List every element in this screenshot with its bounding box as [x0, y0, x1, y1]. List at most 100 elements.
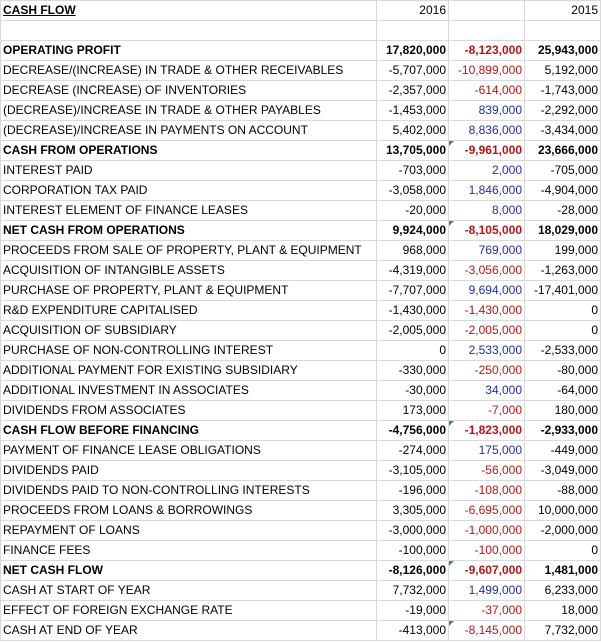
value-2015-cell[interactable]: 0: [524, 300, 601, 321]
row-label-cell[interactable]: OPERATING PROFIT: [0, 40, 377, 61]
difference-cell[interactable]: 1,499,000: [448, 580, 525, 601]
value-2015-cell[interactable]: -4,904,000: [524, 180, 601, 201]
row-label-cell[interactable]: PROCEEDS FROM SALE OF PROPERTY, PLANT & …: [0, 240, 377, 261]
row-label-cell[interactable]: PURCHASE OF PROPERTY, PLANT & EQUIPMENT: [0, 280, 377, 301]
row-label-cell[interactable]: ACQUISITION OF SUBSIDIARY: [0, 320, 377, 341]
value-2015-cell[interactable]: 23,666,000: [524, 140, 601, 161]
row-label-cell[interactable]: CASH FLOW BEFORE FINANCING: [0, 420, 377, 441]
difference-cell[interactable]: 2,000: [448, 160, 525, 181]
value-2015-cell[interactable]: 6,233,000: [524, 580, 601, 601]
value-2015-cell[interactable]: -3,049,000: [524, 460, 601, 481]
value-2016-cell[interactable]: -7,707,000: [376, 280, 449, 301]
diff-header-cell[interactable]: [448, 0, 525, 21]
difference-cell[interactable]: 839,000: [448, 100, 525, 121]
value-2016-cell[interactable]: -3,000,000: [376, 520, 449, 541]
value-2015-cell[interactable]: -88,000: [524, 480, 601, 501]
difference-cell[interactable]: -1,000,000: [448, 520, 525, 541]
value-2016-cell[interactable]: -1,453,000: [376, 100, 449, 121]
difference-cell[interactable]: -10,899,000: [448, 60, 525, 81]
row-label-cell[interactable]: ADDITIONAL INVESTMENT IN ASSOCIATES: [0, 380, 377, 401]
value-2016-cell[interactable]: -2,005,000: [376, 320, 449, 341]
value-2016-cell[interactable]: 5,402,000: [376, 120, 449, 141]
value-2015-cell[interactable]: -28,000: [524, 200, 601, 221]
value-2015-cell[interactable]: 180,000: [524, 400, 601, 421]
row-label-cell[interactable]: NET CASH FROM OPERATIONS: [0, 220, 377, 241]
difference-cell[interactable]: -100,000: [448, 540, 525, 561]
row-label-cell[interactable]: DECREASE/(INCREASE) IN TRADE & OTHER REC…: [0, 60, 377, 81]
difference-cell[interactable]: -3,056,000: [448, 260, 525, 281]
value-2015-cell[interactable]: -1,263,000: [524, 260, 601, 281]
row-label-cell[interactable]: CORPORATION TAX PAID: [0, 180, 377, 201]
difference-cell[interactable]: -37,000: [448, 600, 525, 621]
row-label-cell[interactable]: DIVIDENDS PAID TO NON-CONTROLLING INTERE…: [0, 480, 377, 501]
value-2015-cell[interactable]: -2,533,000: [524, 340, 601, 361]
row-label-cell[interactable]: PURCHASE OF NON-CONTROLLING INTEREST: [0, 340, 377, 361]
difference-cell[interactable]: -1,430,000: [448, 300, 525, 321]
row-label-cell[interactable]: ADDITIONAL PAYMENT FOR EXISTING SUBSIDIA…: [0, 360, 377, 381]
value-2016-cell[interactable]: 9,924,000: [376, 220, 449, 241]
value-2015-cell[interactable]: -705,000: [524, 160, 601, 181]
difference-cell[interactable]: -8,123,000: [448, 40, 525, 61]
row-label-cell[interactable]: REPAYMENT OF LOANS: [0, 520, 377, 541]
row-label-cell[interactable]: EFFECT OF FOREIGN EXCHANGE RATE: [0, 600, 377, 621]
row-label-cell[interactable]: CASH AT START OF YEAR: [0, 580, 377, 601]
value-2016-cell[interactable]: 3,305,000: [376, 500, 449, 521]
row-label-cell[interactable]: R&D EXPENDITURE CAPITALISED: [0, 300, 377, 321]
row-label-cell[interactable]: ACQUISITION OF INTANGIBLE ASSETS: [0, 260, 377, 281]
value-2015-cell[interactable]: 7,732,000: [524, 620, 601, 641]
value-2015-cell[interactable]: -449,000: [524, 440, 601, 461]
value-2015-cell[interactable]: -2,933,000: [524, 420, 601, 441]
difference-cell[interactable]: -614,000: [448, 80, 525, 101]
value-2016-cell[interactable]: -703,000: [376, 160, 449, 181]
value-2016-cell[interactable]: 17,820,000: [376, 40, 449, 61]
difference-cell[interactable]: -9,961,000: [448, 140, 525, 161]
blank-cell[interactable]: [448, 20, 525, 41]
difference-cell[interactable]: 1,846,000: [448, 180, 525, 201]
difference-cell[interactable]: -8,145,000: [448, 620, 525, 641]
value-2015-cell[interactable]: -2,292,000: [524, 100, 601, 121]
value-2016-cell[interactable]: -330,000: [376, 360, 449, 381]
value-2015-cell[interactable]: 199,000: [524, 240, 601, 261]
blank-cell[interactable]: [376, 20, 449, 41]
value-2016-cell[interactable]: -19,000: [376, 600, 449, 621]
value-2015-cell[interactable]: -64,000: [524, 380, 601, 401]
value-2015-cell[interactable]: 1,481,000: [524, 560, 601, 581]
difference-cell[interactable]: 2,533,000: [448, 340, 525, 361]
value-2016-cell[interactable]: -20,000: [376, 200, 449, 221]
difference-cell[interactable]: 8,000: [448, 200, 525, 221]
value-2015-cell[interactable]: 5,192,000: [524, 60, 601, 81]
value-2015-cell[interactable]: -80,000: [524, 360, 601, 381]
value-2015-cell[interactable]: 0: [524, 540, 601, 561]
value-2016-cell[interactable]: 0: [376, 340, 449, 361]
value-2015-cell[interactable]: 18,000: [524, 600, 601, 621]
value-2016-cell[interactable]: -4,319,000: [376, 260, 449, 281]
value-2016-cell[interactable]: -413,000: [376, 620, 449, 641]
value-2016-cell[interactable]: 173,000: [376, 400, 449, 421]
value-2015-cell[interactable]: -17,401,000: [524, 280, 601, 301]
difference-cell[interactable]: -7,000: [448, 400, 525, 421]
difference-cell[interactable]: -1,823,000: [448, 420, 525, 441]
value-2015-cell[interactable]: -2,000,000: [524, 520, 601, 541]
difference-cell[interactable]: -250,000: [448, 360, 525, 381]
row-label-cell[interactable]: DIVIDENDS PAID: [0, 460, 377, 481]
sheet-title[interactable]: CASH FLOW: [0, 0, 377, 21]
year-2016-header[interactable]: 2016: [376, 0, 449, 21]
row-label-cell[interactable]: PROCEEDS FROM LOANS & BORROWINGS: [0, 500, 377, 521]
value-2016-cell[interactable]: 968,000: [376, 240, 449, 261]
difference-cell[interactable]: 34,000: [448, 380, 525, 401]
row-label-cell[interactable]: FINANCE FEES: [0, 540, 377, 561]
difference-cell[interactable]: -2,005,000: [448, 320, 525, 341]
value-2015-cell[interactable]: 25,943,000: [524, 40, 601, 61]
row-label-cell[interactable]: DECREASE (INCREASE) OF INVENTORIES: [0, 80, 377, 101]
value-2016-cell[interactable]: -4,756,000: [376, 420, 449, 441]
value-2016-cell[interactable]: -30,000: [376, 380, 449, 401]
row-label-cell[interactable]: (DECREASE)/INCREASE IN PAYMENTS ON ACCOU…: [0, 120, 377, 141]
difference-cell[interactable]: 9,694,000: [448, 280, 525, 301]
value-2016-cell[interactable]: -1,430,000: [376, 300, 449, 321]
row-label-cell[interactable]: CASH FROM OPERATIONS: [0, 140, 377, 161]
value-2016-cell[interactable]: -3,105,000: [376, 460, 449, 481]
value-2016-cell[interactable]: -3,058,000: [376, 180, 449, 201]
difference-cell[interactable]: 8,836,000: [448, 120, 525, 141]
row-label-cell[interactable]: INTEREST ELEMENT OF FINANCE LEASES: [0, 200, 377, 221]
blank-cell[interactable]: [524, 20, 601, 41]
